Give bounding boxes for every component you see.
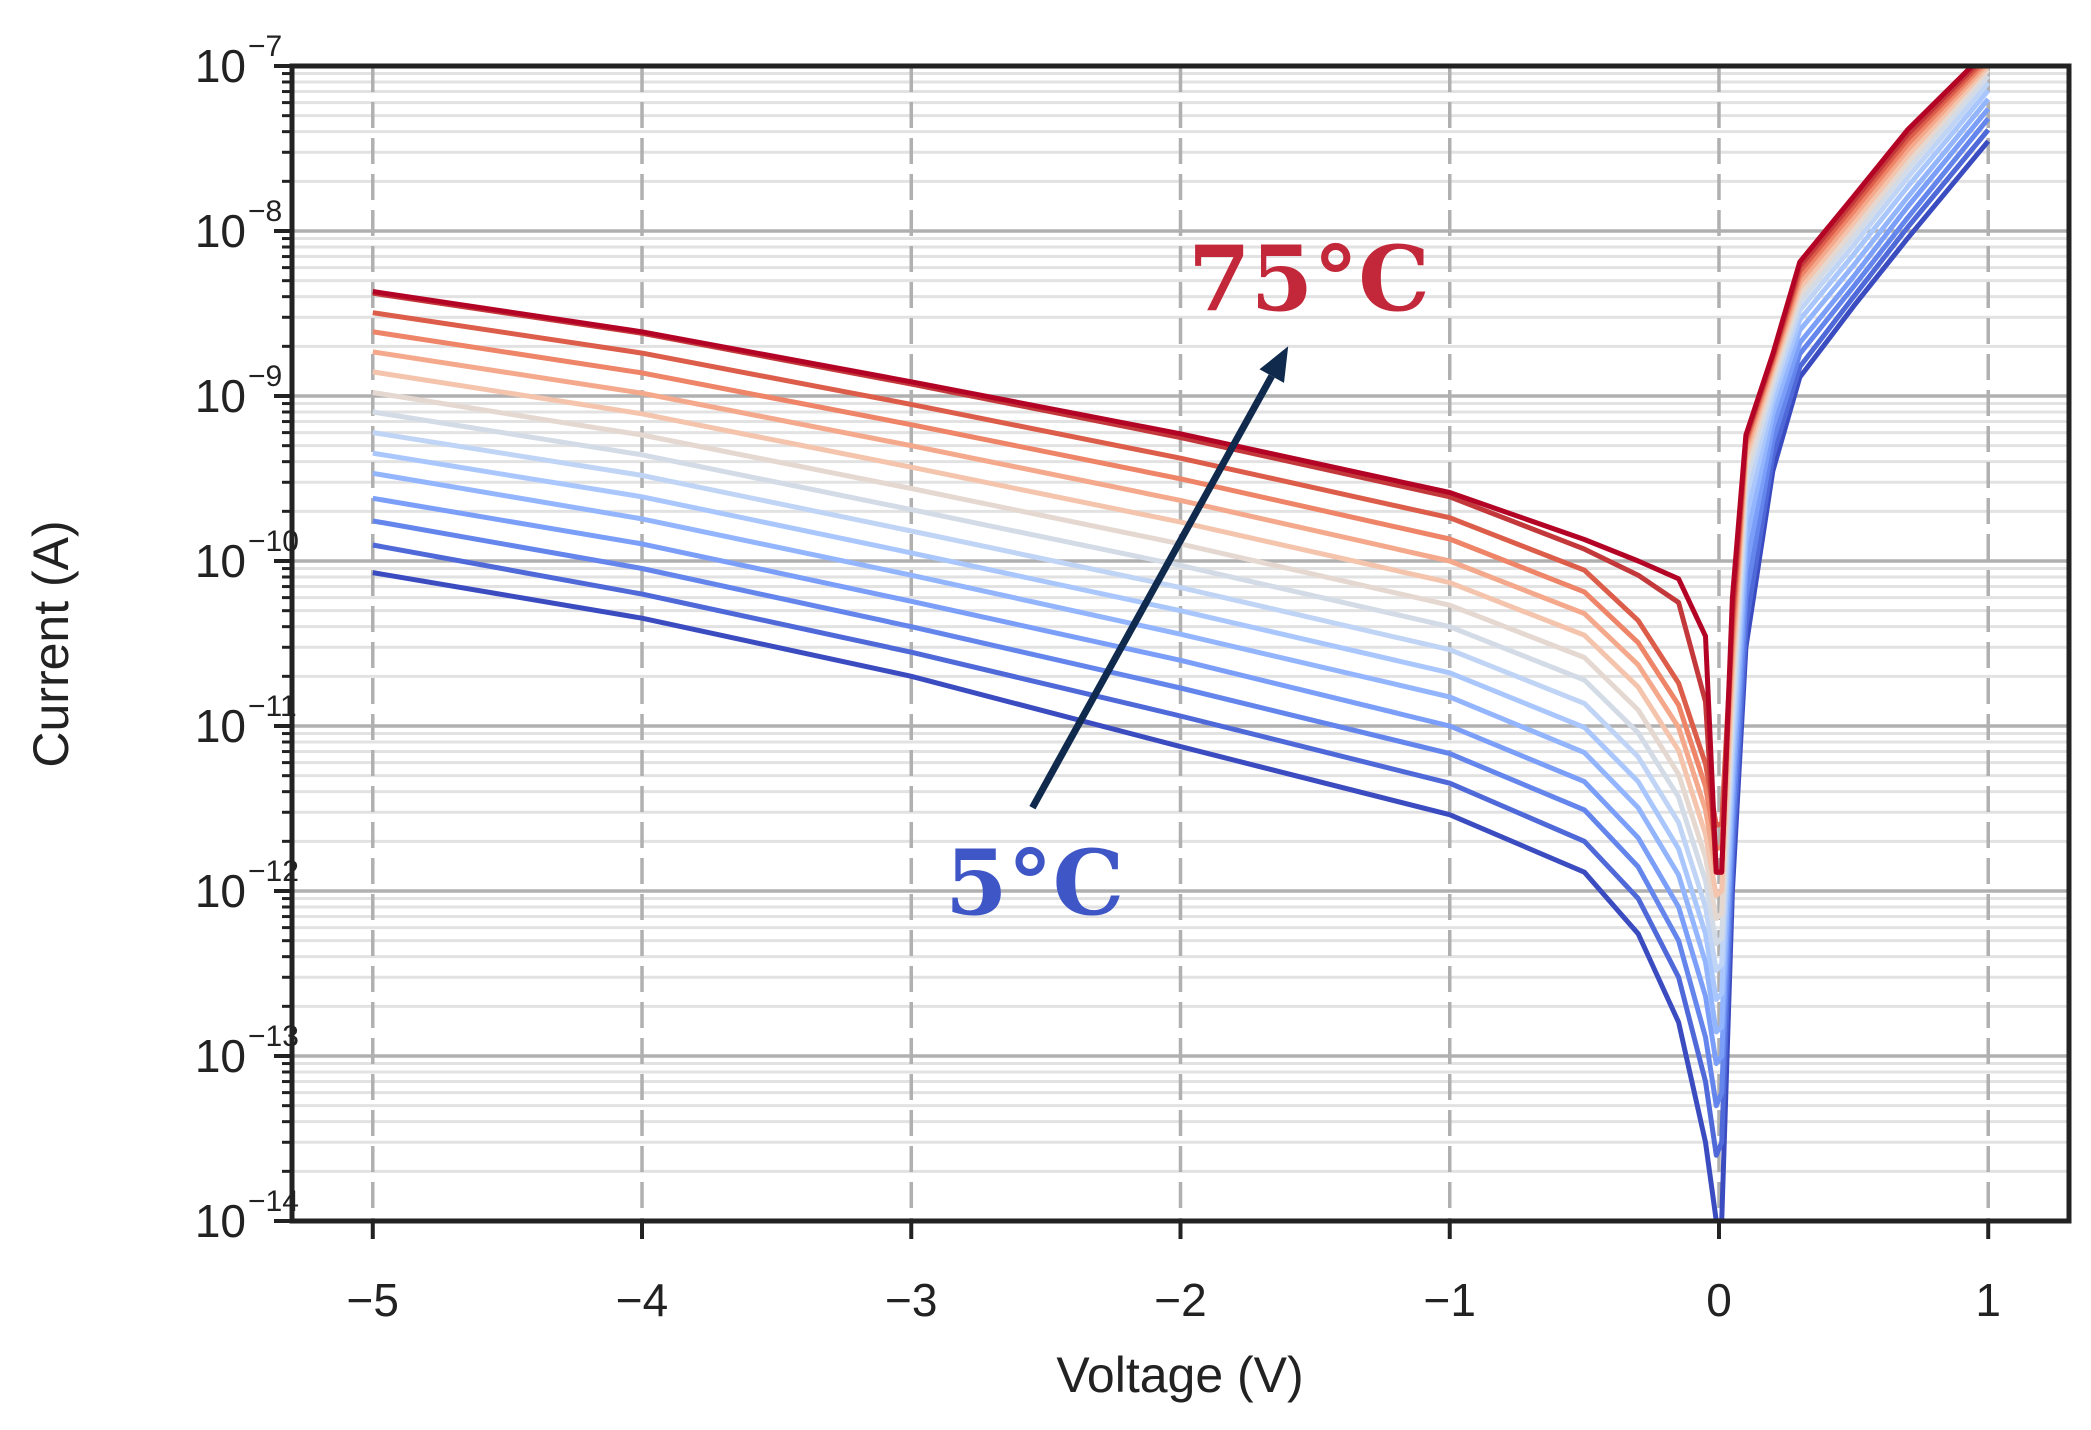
y-tick-exponent: −14 — [248, 1185, 299, 1218]
series-line-11 — [372, 66, 1989, 875]
y-tick-label: 10 — [195, 40, 246, 92]
y-tick-exponent: −9 — [248, 360, 282, 393]
y-tick-exponent: −13 — [248, 1020, 299, 1053]
y-tick-label: 10 — [195, 865, 246, 917]
x-tick-label: −3 — [885, 1274, 937, 1326]
y-tick-label: 10 — [195, 700, 246, 752]
y-tick-exponent: −8 — [248, 195, 282, 228]
y-tick-exponent: −10 — [248, 525, 299, 558]
temperature-arrow — [1029, 346, 1289, 810]
y-tick-exponent: −7 — [248, 30, 282, 63]
series-line-6 — [372, 88, 1991, 1002]
x-tick-labels: −5 −4 −3 −2 −1 0 1 — [347, 1274, 2001, 1326]
series-line-10 — [372, 66, 1991, 898]
series-line-1 — [372, 139, 1991, 1221]
axis-ticks — [274, 64, 1991, 1239]
y-tick-label: 10 — [195, 1030, 246, 1082]
y-tick-exponent: −11 — [248, 690, 297, 723]
series-line-2 — [372, 128, 1991, 1158]
series-line-9 — [372, 68, 1991, 922]
series-line-15 — [372, 66, 1976, 875]
x-axis-label: Voltage (V) — [1056, 1347, 1303, 1403]
annotation-75c: 75°C — [1188, 226, 1430, 332]
arrow-head — [1259, 346, 1289, 383]
annotation-5c: 5°C — [945, 830, 1124, 936]
series-line-3 — [372, 117, 1991, 1109]
series-line-8 — [372, 74, 1991, 947]
series-lines — [372, 66, 1991, 1221]
y-axis-label: Current (A) — [23, 520, 79, 767]
arrow-shaft — [1029, 374, 1275, 810]
y-tick-exponent: −12 — [248, 855, 299, 888]
y-tick-label: 10 — [195, 1195, 246, 1247]
x-tick-label: 0 — [1706, 1274, 1732, 1326]
series-line-7 — [372, 81, 1991, 973]
x-tick-label: −5 — [347, 1274, 399, 1326]
x-tick-label: −2 — [1154, 1274, 1206, 1326]
series-line-4 — [372, 107, 1991, 1066]
x-tick-label: 1 — [1975, 1274, 2001, 1326]
y-tick-label: 10 — [195, 370, 246, 422]
y-tick-label: 10 — [195, 205, 246, 257]
x-tick-label: −1 — [1424, 1274, 1476, 1326]
x-tick-label: −4 — [616, 1274, 668, 1326]
y-tick-label: 10 — [195, 535, 246, 587]
